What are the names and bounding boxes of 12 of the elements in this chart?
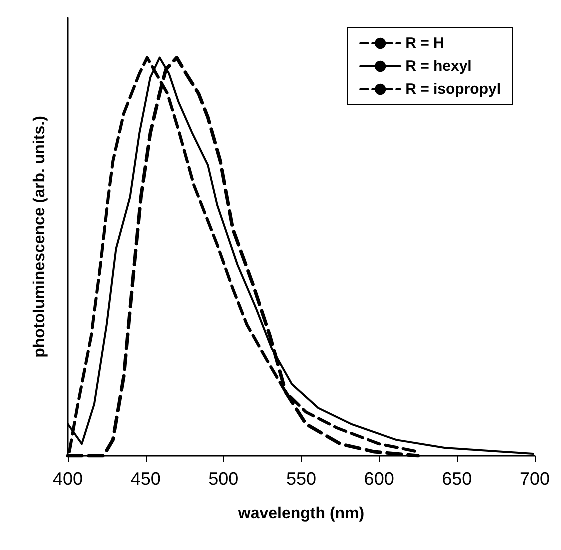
legend-label: R = hexyl	[406, 58, 472, 75]
x-axis-title: wavelength (nm)	[237, 506, 365, 522]
legend-label: R = isopropyl	[406, 81, 502, 98]
x-tick-label: 500	[208, 469, 239, 489]
x-tick-label: 600	[364, 469, 394, 489]
legend-label: R = H	[406, 35, 444, 52]
y-axis-title: photoluminescence (arb. units.)	[32, 116, 48, 358]
x-tick-label: 700	[520, 469, 550, 489]
x-tick-label: 450	[130, 469, 161, 489]
x-tick-label: 650	[442, 469, 472, 489]
x-tick-label: 550	[286, 469, 317, 489]
x-tick-label: 400	[52, 469, 84, 489]
